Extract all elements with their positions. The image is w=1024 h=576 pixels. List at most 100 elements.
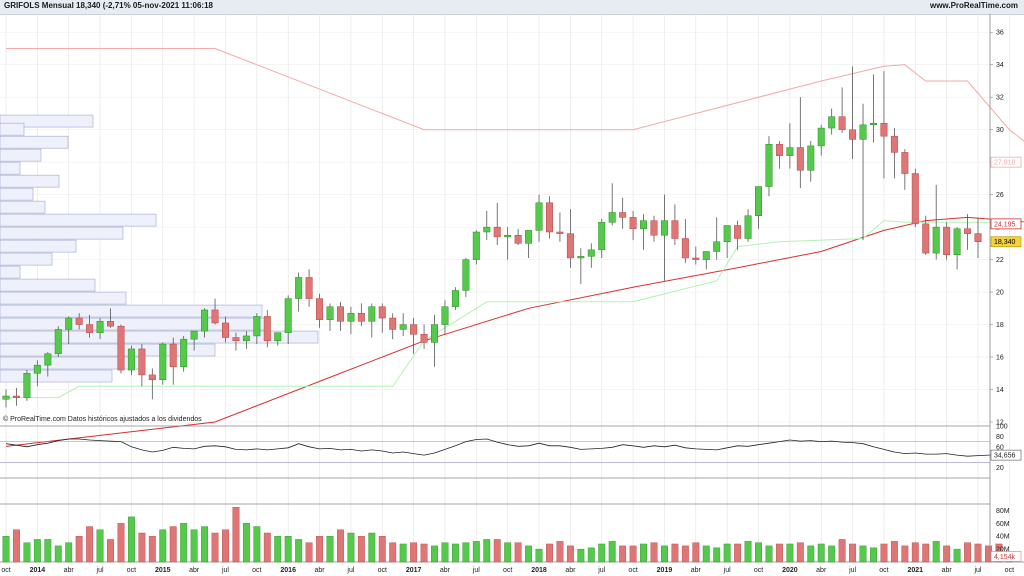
candle-body (880, 122, 888, 137)
volume-profile-bar (0, 291, 127, 305)
candle-body (932, 226, 940, 254)
volume-bar (138, 532, 146, 563)
candle-body (54, 329, 62, 355)
candle-body (305, 277, 313, 299)
x-tick-label: 2021 (908, 567, 924, 574)
oscillator-value-label: 34,656 (994, 453, 1016, 460)
candle-body (755, 186, 763, 217)
volume-bar (880, 543, 888, 563)
volume-bar (608, 541, 616, 563)
oscillator-tick-label: 60 (996, 444, 1004, 451)
candle-body (23, 373, 31, 398)
price-tick-label: 30 (996, 127, 1004, 134)
candle-body (608, 212, 616, 223)
price-tick-label: 22 (996, 257, 1004, 264)
candle-body (943, 226, 951, 255)
volume-bar (859, 545, 867, 563)
volume-bar (849, 543, 857, 563)
candle-body (431, 324, 439, 343)
volume-bar (337, 529, 344, 563)
volume-bar (817, 543, 825, 563)
price-tick-label: 34 (996, 62, 1004, 69)
current-price-label: 18,340 (994, 239, 1016, 246)
x-tick-label: oct (754, 567, 763, 574)
candle-body (640, 220, 648, 229)
volume-bar (964, 542, 971, 563)
volume-bar (410, 542, 418, 563)
candle-body (242, 335, 250, 342)
candle-body (786, 147, 794, 156)
volume-bar (890, 541, 898, 563)
oscillator-tick-label: 100 (996, 424, 1008, 431)
volume-profile-bar (0, 114, 94, 128)
candle-body (336, 306, 344, 322)
site-link[interactable]: www.ProRealTime.com (929, 1, 1018, 10)
volume-bar (974, 543, 982, 563)
candle-body (713, 241, 721, 252)
oscillator-panel: 1008060402034,656 (0, 424, 1022, 479)
volume-bar (305, 542, 313, 563)
volume-bar (326, 536, 334, 563)
candle-body (775, 144, 783, 156)
volume-bar (692, 542, 700, 563)
volume-bar (953, 548, 961, 563)
volume-bar (650, 542, 658, 563)
volume-bar (472, 541, 480, 563)
volume-bar (232, 507, 240, 563)
x-tick-label: 2014 (30, 567, 46, 574)
candle-body (441, 306, 449, 325)
price-tick-label: 36 (996, 30, 1004, 37)
candle-body (410, 324, 418, 335)
candle-body (504, 234, 512, 238)
candle-body (838, 116, 846, 130)
volume-bar (734, 543, 742, 563)
volume-bar (368, 532, 376, 563)
volume-bar (587, 547, 595, 563)
volume-bar (431, 545, 438, 563)
candle-body (201, 309, 209, 332)
volume-bar (201, 526, 209, 563)
volume-bar (723, 543, 731, 563)
candle-body (190, 330, 198, 340)
volume-bar (347, 532, 355, 563)
candle-body (96, 321, 104, 333)
oscillator-value-box (990, 449, 1022, 461)
volume-bar (619, 545, 627, 563)
chart-title: GRIFOLS Mensual 18,340 (-2,71% 05-nov-20… (4, 1, 213, 10)
candle-body (692, 257, 700, 260)
grid-lines (0, 14, 1010, 562)
footer-note: © ProRealTime.com Datos históricos ajust… (3, 415, 202, 423)
candle-body (493, 226, 501, 238)
candle-body (420, 334, 428, 343)
volume-bar (765, 545, 773, 563)
volume-bar (451, 543, 459, 563)
candle-body (587, 249, 595, 257)
x-tick-label: jul (96, 567, 104, 574)
volume-bar (222, 529, 229, 563)
volume-bar (911, 542, 919, 563)
candle-body (974, 233, 982, 242)
candle-body (399, 324, 407, 330)
candle-body (65, 317, 73, 330)
price-tick-label: 26 (996, 192, 1004, 199)
x-tick-label: 2017 (406, 567, 422, 574)
candle-body (911, 173, 919, 225)
x-tick-label: jul (221, 567, 229, 574)
candle-body (159, 343, 167, 381)
candle-body (483, 226, 491, 233)
candle-body (650, 220, 658, 236)
candle-body (828, 116, 836, 129)
candle-body (619, 212, 627, 218)
volume-bar (504, 542, 512, 563)
volume-bar (117, 523, 125, 563)
volume-bar (483, 539, 491, 563)
candle-body (807, 145, 815, 171)
candle-body (221, 322, 229, 338)
volume-bar (775, 543, 783, 563)
price-tick-label: 16 (996, 355, 1004, 362)
price-tick-label: 14 (996, 387, 1004, 394)
volume-bar (378, 536, 386, 563)
volume-bar (44, 539, 52, 563)
volume-bar (493, 539, 501, 563)
volume-value-label: 4,154k (994, 554, 1016, 561)
